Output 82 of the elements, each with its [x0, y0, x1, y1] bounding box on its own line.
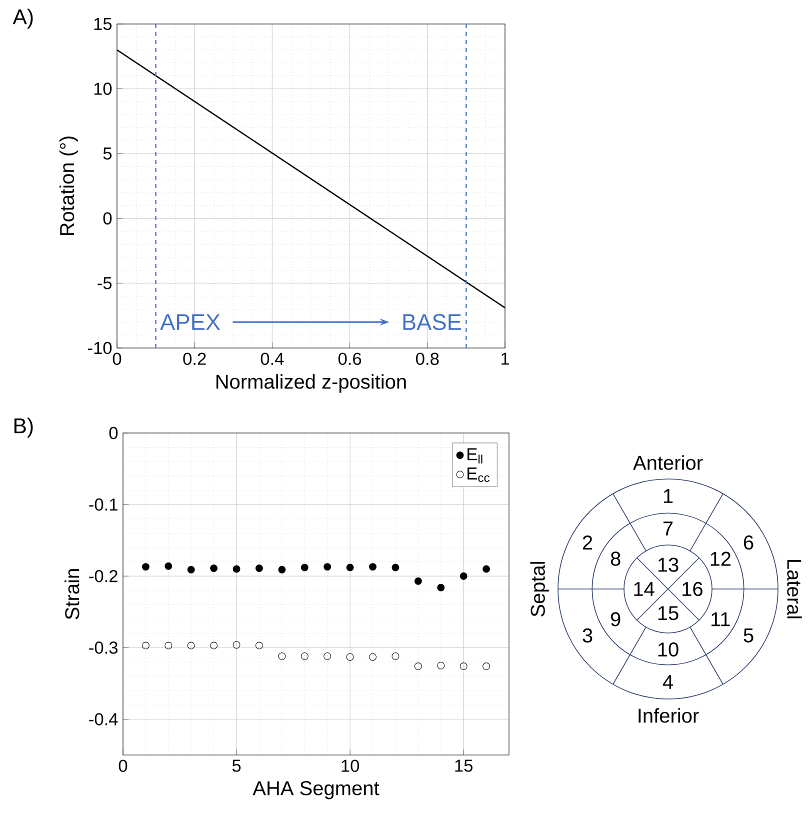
category-label: 6: [744, 535, 754, 550]
ref-line-label: BASE: [403, 314, 461, 330]
point: [482, 662, 490, 670]
point: [437, 662, 445, 670]
category-label: 10: [658, 642, 678, 657]
ref-line-label: APEX: [160, 314, 220, 330]
category-label: 7: [663, 522, 673, 536]
text: A): [12, 8, 33, 29]
category-label: 15: [658, 606, 678, 620]
x-axis-title: Normalized z-position: [216, 374, 406, 393]
point: [460, 572, 468, 580]
point: [278, 566, 286, 574]
y-tick-label: 15: [94, 18, 112, 30]
y-tick-label: -0.2: [89, 570, 118, 582]
point: [210, 642, 218, 650]
x-tick-label: 15: [455, 760, 472, 772]
point: [256, 642, 263, 650]
point: [187, 566, 195, 574]
category-label: 11: [712, 612, 730, 626]
point: [392, 564, 400, 572]
point: [142, 642, 150, 650]
point: [300, 564, 308, 572]
point: [232, 565, 240, 573]
point: [210, 564, 218, 572]
text: B): [14, 418, 33, 438]
y-tick-label: -5: [98, 277, 112, 290]
x-tick-label: 10: [342, 760, 360, 772]
point: [414, 662, 422, 670]
y-axis-title: Rotation (°): [59, 136, 78, 236]
point: [164, 642, 172, 650]
point: [369, 563, 377, 571]
point: [256, 564, 263, 572]
point: [482, 565, 490, 573]
category-label: 2: [582, 536, 592, 550]
x-tick-label: 5: [232, 760, 241, 772]
y-tick-label: -0.3: [89, 642, 118, 654]
x-tick-label: 1: [502, 352, 509, 365]
category-label: 3: [582, 628, 592, 643]
x-tick-label: 0.4: [260, 352, 284, 365]
x-tick-label: 0.2: [183, 352, 206, 365]
category-label: 8: [610, 552, 620, 566]
point: [346, 653, 354, 661]
point: [460, 662, 468, 670]
text: Inferior: [638, 708, 699, 723]
x-axis-title: AHA Segment: [252, 781, 380, 800]
point: [346, 564, 354, 572]
text: Lateral: [787, 560, 802, 618]
category-label: 1: [664, 489, 673, 503]
y-tick-label: -10: [88, 342, 112, 354]
category-label: 9: [610, 612, 620, 626]
x-tick-label: 0.6: [338, 352, 362, 365]
point: [278, 652, 286, 660]
x-tick-label: 0: [118, 760, 128, 772]
point: [300, 652, 308, 660]
point: [324, 563, 332, 571]
category-label: 12: [710, 552, 731, 566]
x-tick-label: 0.8: [416, 352, 439, 365]
y-tick-label: 0: [109, 426, 118, 440]
y-axis-title: Strain: [64, 569, 80, 620]
point: [437, 584, 445, 592]
point: [164, 562, 172, 570]
category-label: 5: [744, 628, 754, 642]
point: [232, 641, 240, 649]
category-label: 4: [662, 675, 673, 689]
legend-label: E$_{ll}$: [468, 448, 482, 464]
y-tick-label: -0.4: [89, 713, 118, 726]
point: [414, 577, 422, 585]
point: [369, 653, 377, 661]
category-label: 14: [634, 582, 654, 596]
text: Septal: [530, 562, 549, 616]
y-tick-label: 0: [103, 212, 112, 225]
y-tick-label: -0.1: [89, 498, 118, 511]
point: [187, 642, 195, 650]
category-label: 16: [682, 582, 702, 596]
text: Anterior: [633, 455, 703, 470]
category-label: 13: [658, 558, 678, 572]
point: [142, 563, 150, 571]
y-tick-label: 10: [94, 82, 112, 95]
legend-label: E$_{cc}$: [468, 468, 490, 482]
y-tick-label: 5: [103, 148, 112, 160]
point: [324, 652, 332, 660]
point: [392, 652, 400, 660]
